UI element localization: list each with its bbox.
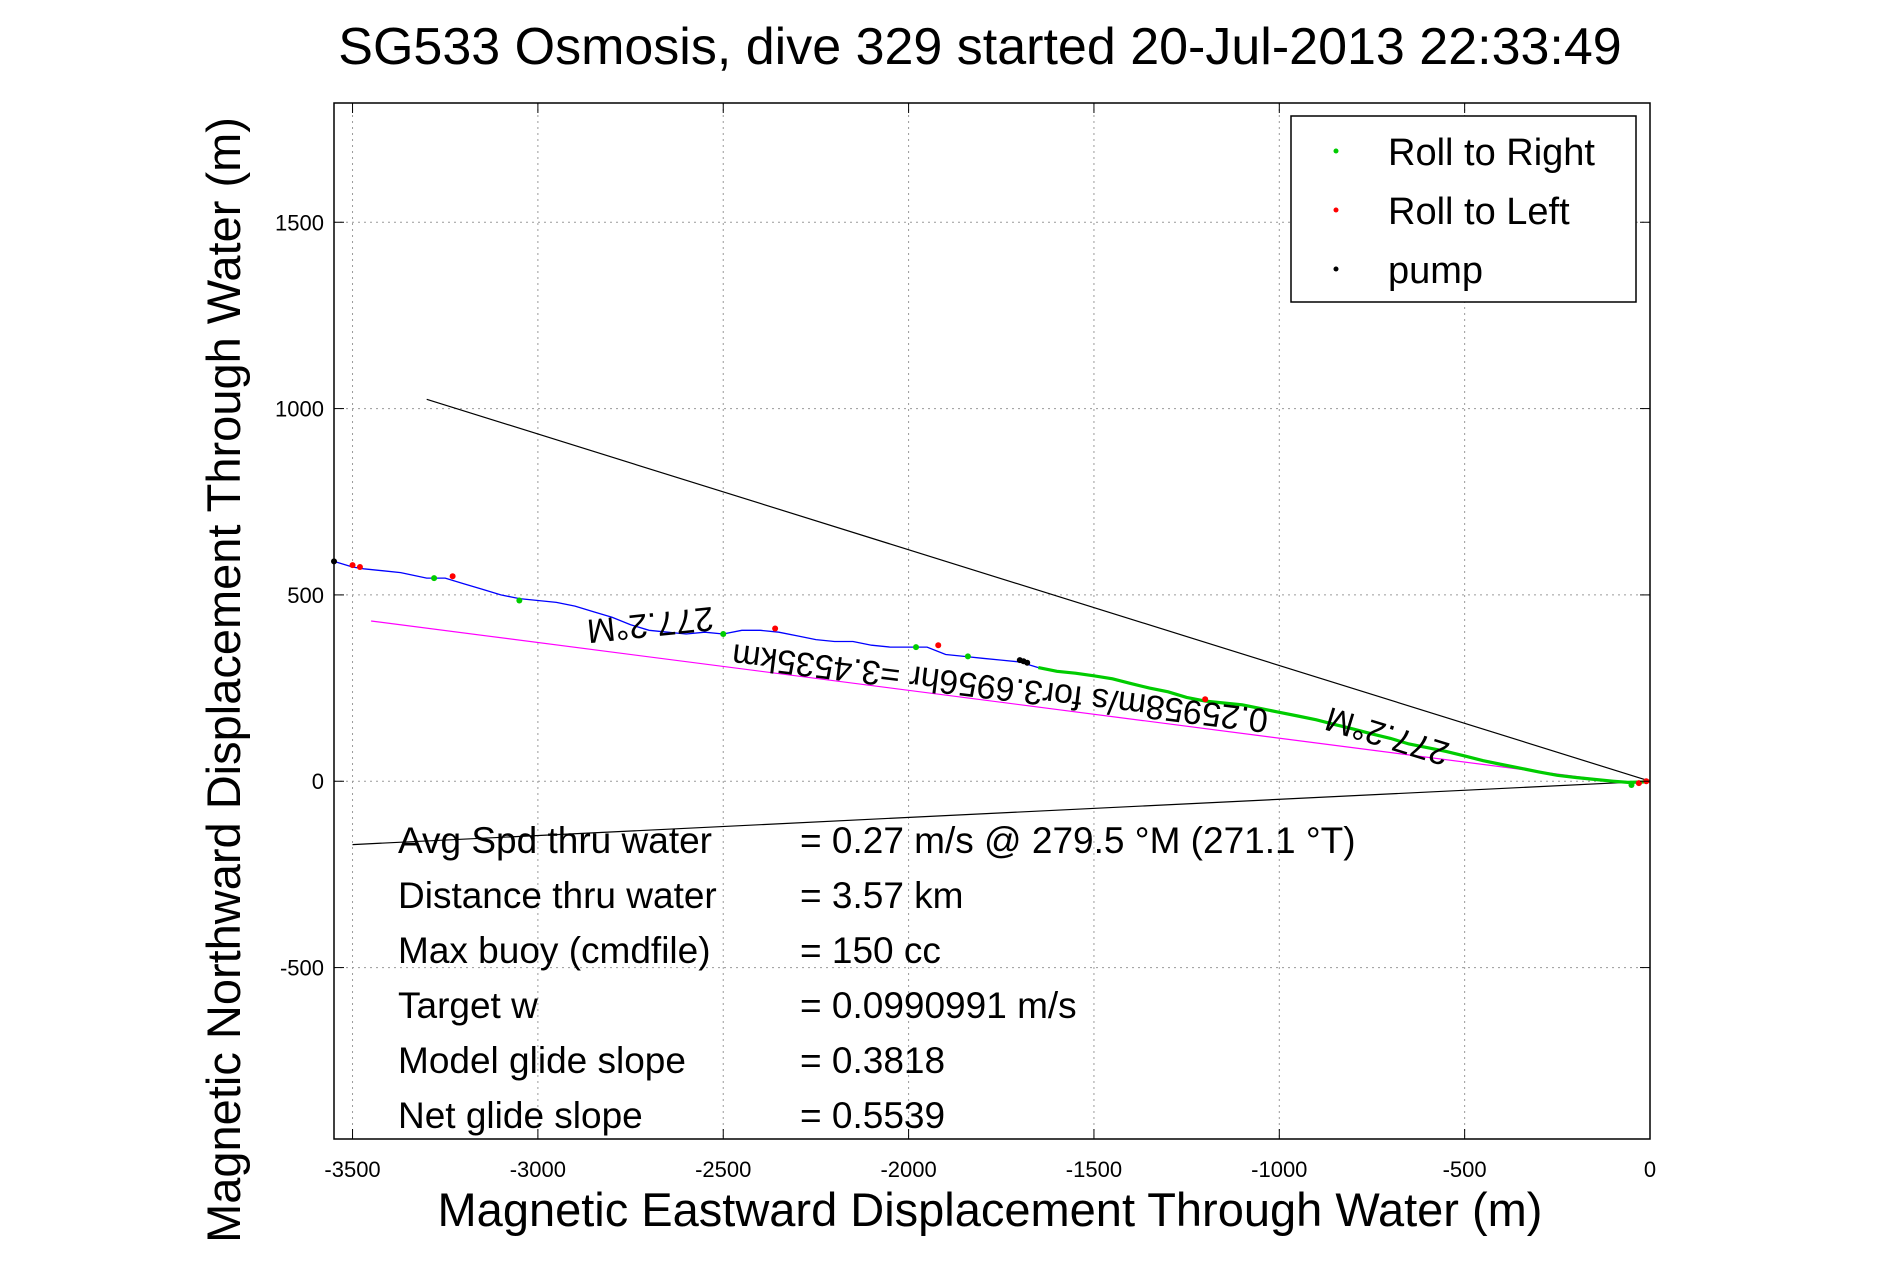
heading-annotation: 0.25958m/s for3.6956hr =3.4535km <box>730 636 1270 739</box>
y-tick-label: 0 <box>312 769 324 794</box>
stat-value: = 150 cc <box>800 930 941 971</box>
heading-annotation: 277.2°M <box>585 599 715 650</box>
stat-label: Max buoy (cmdfile) <box>398 930 711 971</box>
reference-lines <box>352 398 1651 846</box>
x-axis-label: Magnetic Eastward Displacement Through W… <box>438 1183 1543 1236</box>
roll-left-marker <box>449 573 456 580</box>
track-line <box>333 560 1039 669</box>
plot-area-frame <box>333 102 1651 1140</box>
stat-label: Target w <box>398 985 538 1026</box>
chart-title: SG533 Osmosis, dive 329 started 20-Jul-2… <box>338 18 1621 76</box>
reference-line <box>352 780 1651 846</box>
roll-left-marker <box>1202 696 1209 703</box>
dive-statistics: Avg Spd thru water = 0.27 m/s @ 279.5 °M … <box>398 820 1356 1136</box>
pump-marker <box>1024 659 1031 666</box>
roll-left-marker <box>772 625 779 632</box>
x-tick-label: 0 <box>1644 1157 1656 1182</box>
roll-right-marker <box>1628 781 1635 788</box>
roll-left-marker <box>935 642 942 649</box>
y-tick-label: 1500 <box>275 210 324 235</box>
x-tick-label: -1500 <box>1066 1157 1122 1182</box>
heading-annotation: 277.2°M <box>1321 699 1454 772</box>
y-tick-label: 500 <box>287 583 324 608</box>
x-tick-label: -1000 <box>1251 1157 1307 1182</box>
roll-right-marker <box>516 597 523 604</box>
stat-label: Avg Spd thru water <box>398 820 712 861</box>
x-tick-label: -3000 <box>510 1157 566 1182</box>
stat-value: = 3.57 km <box>800 875 964 916</box>
roll-right-marker <box>913 644 920 651</box>
reference-line <box>371 620 1613 782</box>
stat-label: Distance thru water <box>398 875 717 916</box>
roll-right-marker <box>964 653 971 660</box>
legend-marker <box>1333 148 1339 154</box>
stat-value: = 0.0990991 m/s <box>800 985 1077 1026</box>
x-tick-label: -3500 <box>324 1157 380 1182</box>
dive-track <box>333 560 1651 785</box>
legend-label: pump <box>1388 250 1483 292</box>
legend-box <box>1290 115 1637 303</box>
track-line <box>1037 666 1651 785</box>
roll-left-marker <box>349 562 356 569</box>
legend-marker <box>1333 207 1339 213</box>
y-tick-label: 1000 <box>275 397 324 422</box>
stat-label: Model glide slope <box>398 1040 686 1081</box>
y-axis-label: Magnetic Northward Displacement Through … <box>197 117 250 1243</box>
legend-label: Roll to Left <box>1388 191 1570 233</box>
stat-label: Net glide slope <box>398 1095 643 1136</box>
roll-right-marker <box>720 631 727 638</box>
y-tick-label: -500 <box>280 956 324 981</box>
stat-value: = 0.5539 <box>800 1095 945 1136</box>
heading-annotations: 277.2°M 277.2°M 0.25958m/s for3.6956hr =3.… <box>585 599 1453 773</box>
x-tick-label: -2000 <box>880 1157 936 1182</box>
legend: Roll to Right Roll to Left pump <box>1290 115 1637 303</box>
x-tick-label: -500 <box>1443 1157 1487 1182</box>
stat-value: = 0.27 m/s @ 279.5 °M (271.1 °T) <box>800 820 1356 861</box>
axis-ticks: -3500 -3000 -2500 -2000 -1500 -1000 -500 0 -500 0… <box>275 103 1656 1182</box>
roll-right-marker <box>431 575 438 582</box>
x-tick-label: -2500 <box>695 1157 751 1182</box>
legend-marker <box>1333 266 1339 272</box>
roll-markers <box>331 558 1650 788</box>
legend-label: Roll to Right <box>1388 132 1595 174</box>
roll-left-marker <box>356 563 363 570</box>
stat-value: = 0.3818 <box>800 1040 945 1081</box>
reference-line <box>426 398 1651 782</box>
